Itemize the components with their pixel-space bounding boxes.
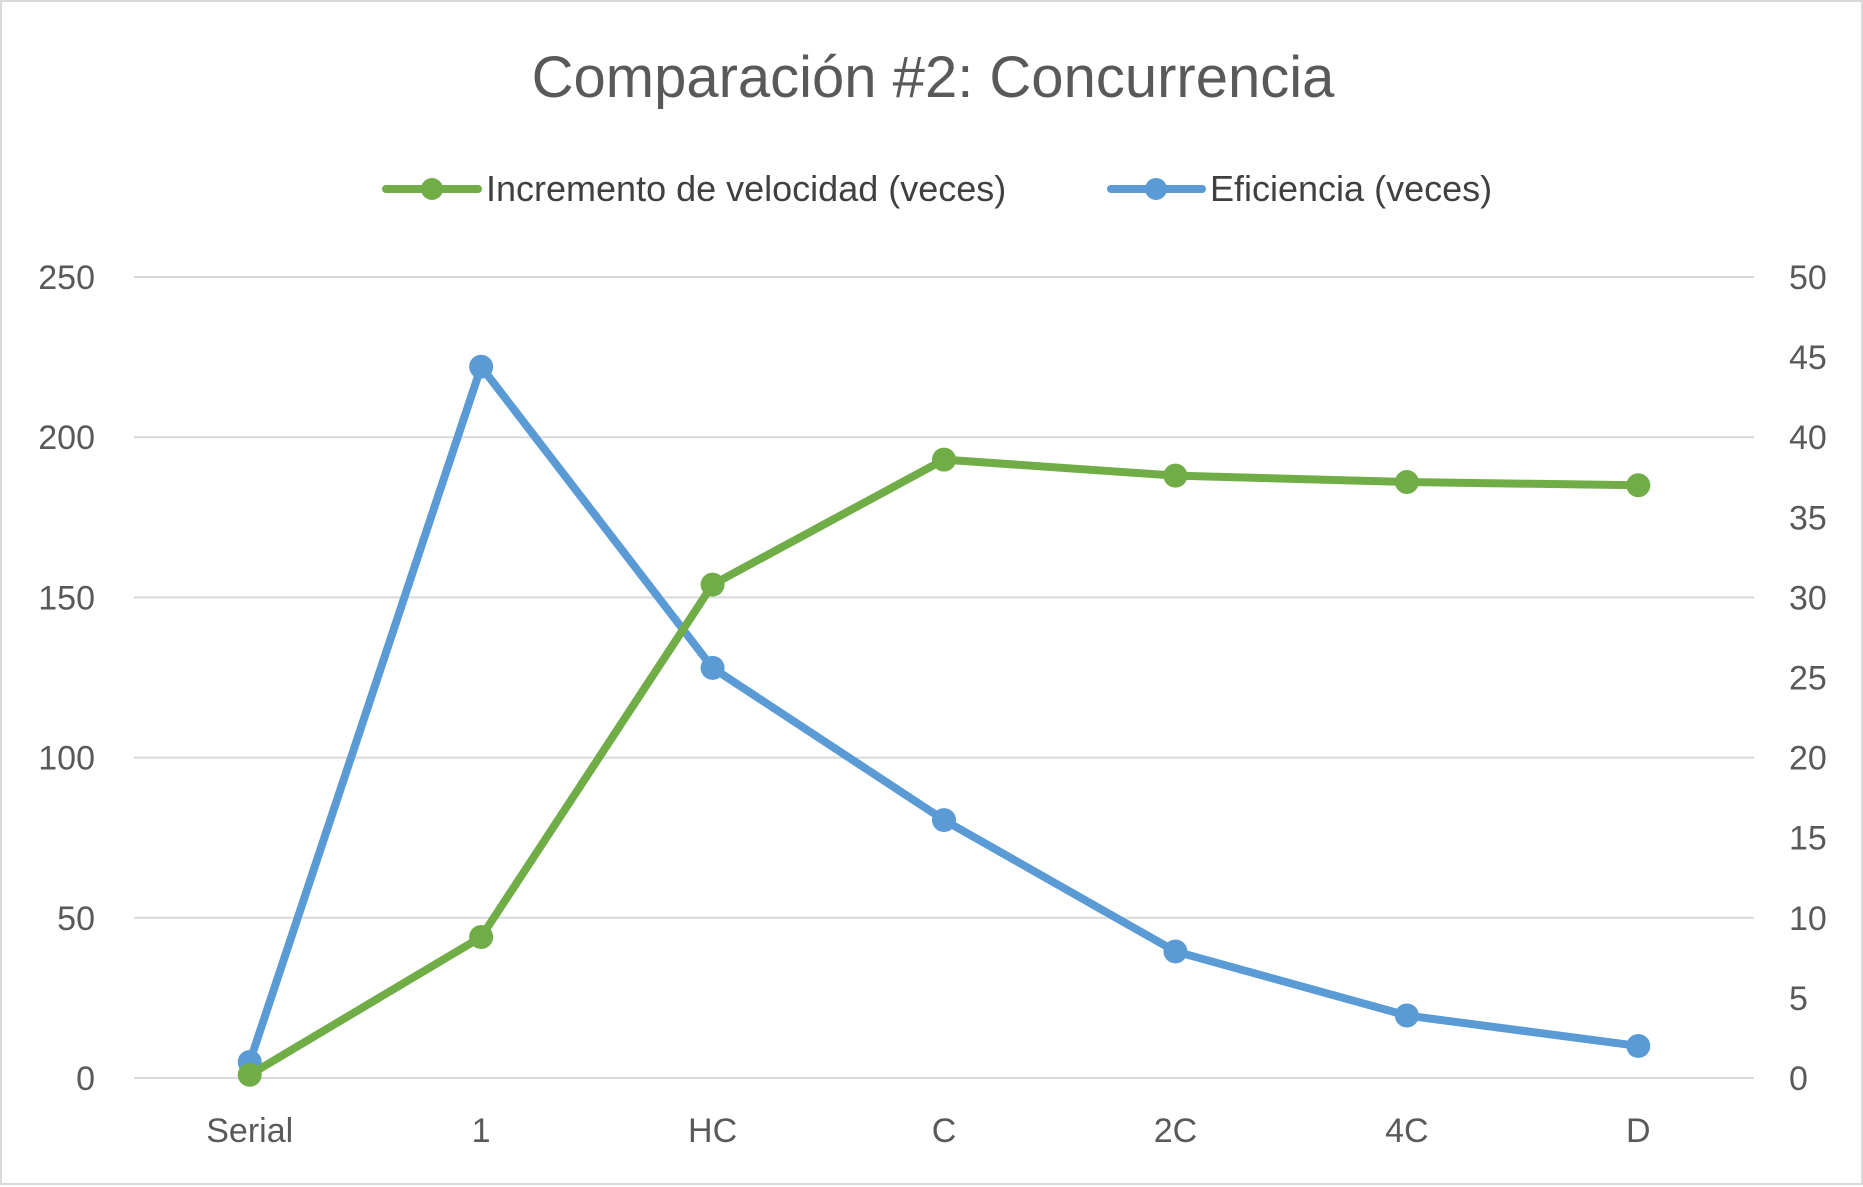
- data-point-speedup: [469, 925, 494, 950]
- y-right-tick-label: 35: [1789, 499, 1827, 537]
- x-axis: Serial 1 HC C 2C 4C D: [206, 1112, 1650, 1150]
- y-right-tick-label: 15: [1789, 820, 1827, 858]
- data-point-speedup: [700, 572, 725, 597]
- legend-marker-speedup: [421, 178, 443, 200]
- y-left-tick-label: 0: [76, 1060, 95, 1098]
- y-right-tick-label: 10: [1789, 900, 1827, 938]
- legend-label-speedup: Incremento de velocidad (veces): [486, 168, 1006, 209]
- y-left-tick-label: 200: [38, 419, 95, 457]
- y-right-tick-label: 45: [1789, 339, 1827, 377]
- y-left-tick-label: 150: [38, 579, 95, 617]
- legend: Incremento de velocidad (veces) Eficienc…: [382, 168, 1492, 209]
- data-point-efficiency: [932, 808, 956, 833]
- chart-title: Comparación #2: Concurrencia: [532, 45, 1335, 110]
- y-right-tick-label: 0: [1789, 1060, 1808, 1098]
- data-point-efficiency: [469, 354, 494, 379]
- y-left-tick-label: 100: [38, 740, 95, 778]
- y-right-tick-label: 5: [1789, 980, 1808, 1018]
- y-axis-right: 0 5 10 15 20 25 30 35 40 45 50: [1789, 259, 1827, 1098]
- y-right-tick-label: 20: [1789, 740, 1827, 778]
- data-point-speedup: [1394, 470, 1419, 495]
- data-point-efficiency: [1626, 1033, 1651, 1058]
- data-point-speedup: [1163, 463, 1188, 488]
- x-tick-label: 2C: [1154, 1112, 1197, 1150]
- x-tick-label: Serial: [206, 1112, 293, 1150]
- y-right-tick-label: 40: [1789, 419, 1827, 457]
- legend-label-efficiency: Eficiencia (veces): [1210, 168, 1492, 209]
- data-point-efficiency: [700, 655, 725, 680]
- data-point-speedup: [932, 447, 956, 472]
- series-layer: [237, 354, 1651, 1087]
- y-axis-left: 0 50 100 150 200 250: [38, 259, 95, 1098]
- y-right-tick-label: 50: [1789, 259, 1827, 297]
- y-left-tick-label: 50: [57, 900, 95, 938]
- y-right-tick-label: 30: [1789, 579, 1827, 617]
- x-tick-label: 1: [472, 1112, 491, 1150]
- x-tick-label: D: [1626, 1112, 1651, 1150]
- series-line-speedup: [245, 455, 1643, 1079]
- data-point-speedup: [1626, 473, 1651, 498]
- data-point-efficiency: [1163, 939, 1188, 964]
- y-left-tick-label: 250: [38, 259, 95, 297]
- x-tick-label: 4C: [1385, 1112, 1428, 1150]
- data-point-efficiency: [1394, 1003, 1419, 1028]
- data-point-speedup: [237, 1062, 262, 1087]
- x-tick-label: HC: [688, 1112, 737, 1150]
- x-tick-label: C: [932, 1112, 957, 1150]
- legend-marker-efficiency: [1145, 178, 1167, 200]
- y-right-tick-label: 25: [1789, 660, 1827, 698]
